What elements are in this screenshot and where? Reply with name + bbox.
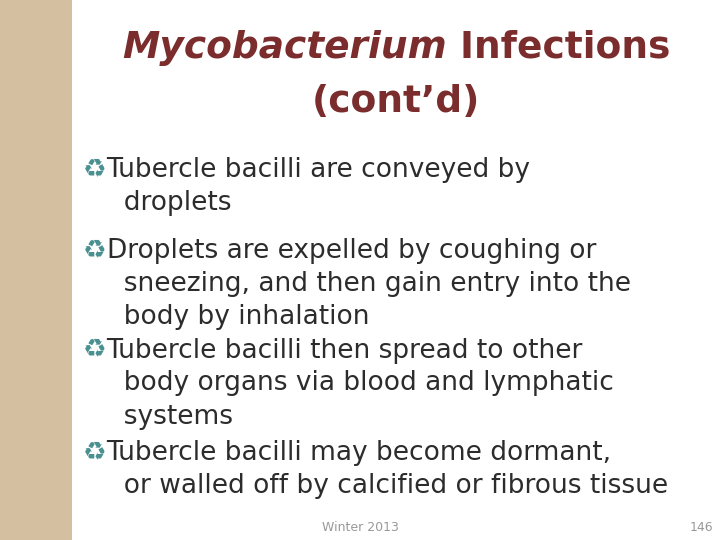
Text: ♻: ♻ [83, 440, 107, 466]
Text: Infections: Infections [446, 30, 670, 66]
Text: ♻: ♻ [83, 157, 107, 183]
Text: Tubercle bacilli are conveyed by
  droplets: Tubercle bacilli are conveyed by droplet… [107, 157, 531, 215]
Text: ♻: ♻ [83, 238, 107, 264]
Text: Tubercle bacilli then spread to other
  body organs via blood and lymphatic
  sy: Tubercle bacilli then spread to other bo… [107, 338, 613, 429]
Text: Tubercle bacilli may become dormant,
  or walled off by calcified or fibrous tis: Tubercle bacilli may become dormant, or … [107, 440, 667, 499]
Text: (cont’d): (cont’d) [312, 84, 480, 120]
Text: Mycobacterium: Mycobacterium [122, 30, 446, 66]
Text: Droplets are expelled by coughing or
  sneezing, and then gain entry into the
  : Droplets are expelled by coughing or sne… [107, 238, 631, 329]
FancyBboxPatch shape [0, 0, 72, 540]
Text: ♻: ♻ [83, 338, 107, 363]
Text: Winter 2013: Winter 2013 [322, 521, 398, 534]
Text: 146: 146 [689, 521, 713, 534]
